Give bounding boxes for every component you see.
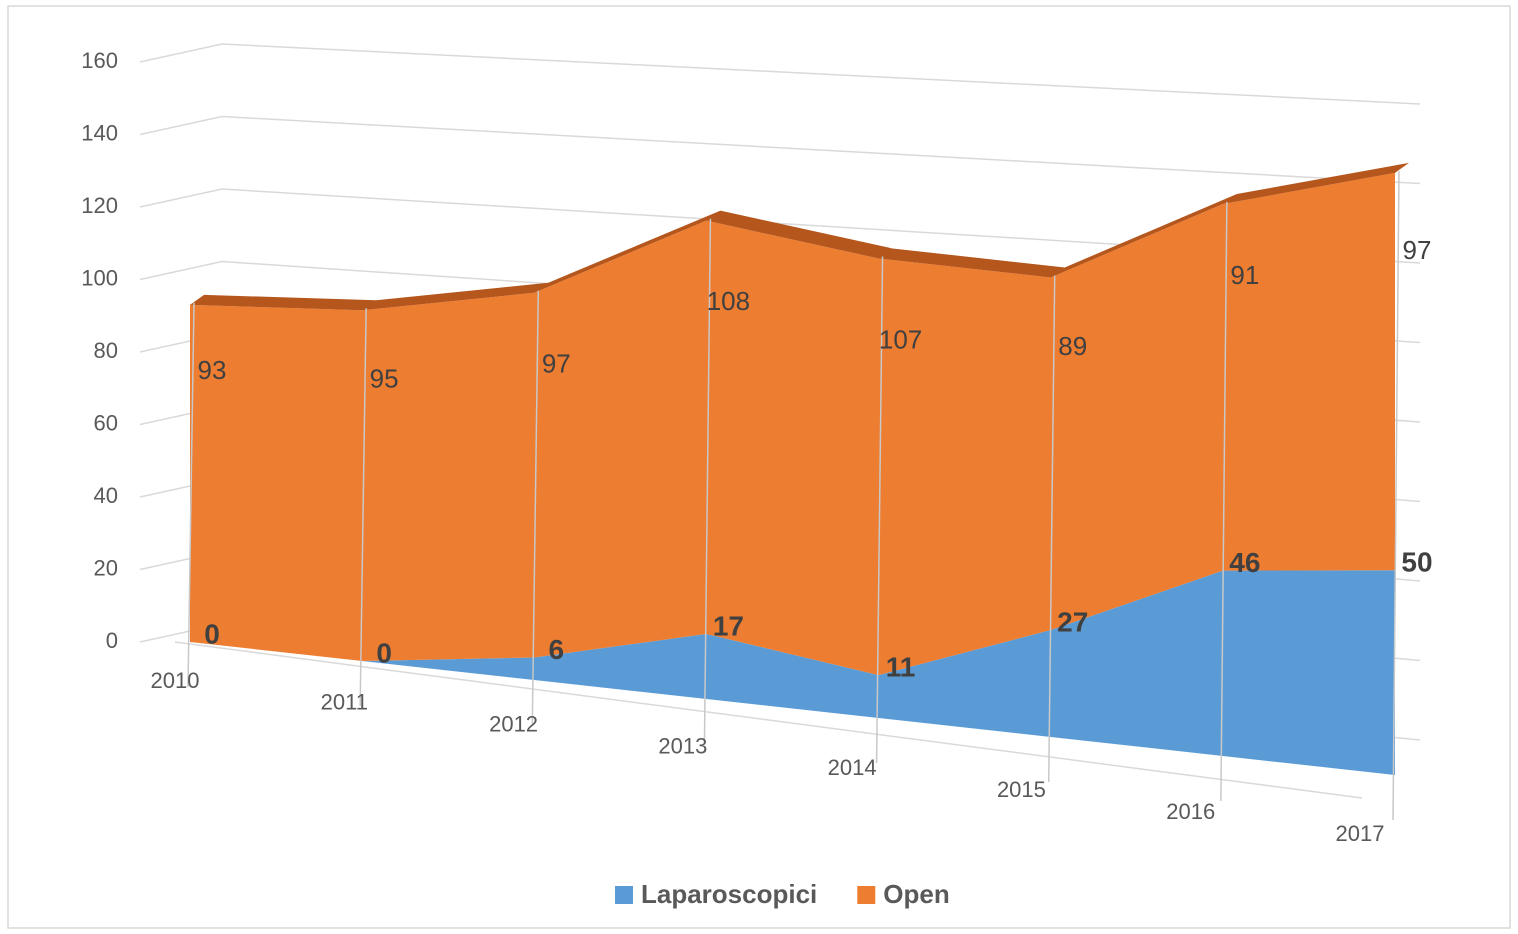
data-label: 91 <box>1230 260 1259 290</box>
drop-line <box>187 302 195 688</box>
x-tick-label: 2014 <box>828 755 877 780</box>
y-tick-label: 80 <box>94 338 118 363</box>
y-tick-label: 160 <box>81 48 118 73</box>
data-label: 50 <box>1401 547 1432 578</box>
data-label: 0 <box>376 637 392 668</box>
legend-label: Laparoscopici <box>641 879 817 909</box>
y-tick-label: 40 <box>94 483 118 508</box>
data-label: 89 <box>1058 331 1087 361</box>
data-label: 97 <box>1403 235 1432 265</box>
drop-line <box>531 290 540 726</box>
x-tick-label: 2015 <box>997 777 1046 802</box>
drop-line <box>1047 275 1056 783</box>
x-tick-label: 2011 <box>321 690 368 715</box>
legend-label: Open <box>883 879 949 909</box>
y-tick-label: 0 <box>106 628 118 653</box>
drop-line <box>875 256 884 764</box>
data-label: 93 <box>198 355 227 385</box>
x-tick-label: 2010 <box>151 668 200 693</box>
x-tick-label: 2013 <box>658 733 707 758</box>
y-tick-label: 20 <box>94 555 118 580</box>
data-label: 97 <box>542 349 571 379</box>
x-tick-label: 2017 <box>1336 821 1385 846</box>
data-label: 107 <box>879 325 922 355</box>
legend-swatch <box>615 886 633 904</box>
grid-line <box>139 188 1421 264</box>
grid-line <box>139 115 1421 185</box>
drop-line <box>1392 170 1400 821</box>
area-rim <box>190 162 1409 311</box>
y-tick-label: 140 <box>81 120 118 145</box>
drop-line <box>1220 202 1228 802</box>
data-label: 46 <box>1229 547 1260 578</box>
drop-line <box>359 308 367 707</box>
area <box>190 570 1395 775</box>
x-tick-label: 2016 <box>1166 799 1215 824</box>
data-label: 108 <box>707 286 750 316</box>
y-tick-label: 60 <box>94 410 118 435</box>
x-axis-line <box>174 641 1363 799</box>
data-label: 17 <box>713 610 744 641</box>
data-label: 95 <box>370 363 399 393</box>
data-label: 6 <box>548 634 564 665</box>
legend-swatch <box>857 886 876 904</box>
x-tick-label: 2012 <box>489 712 538 737</box>
grid-line <box>139 43 1421 105</box>
drop-line <box>703 218 712 745</box>
area <box>190 172 1395 676</box>
y-tick-label: 120 <box>81 193 118 218</box>
data-label: 11 <box>886 652 916 683</box>
data-label: 27 <box>1057 606 1088 637</box>
data-label: 0 <box>204 618 220 649</box>
y-tick-label: 100 <box>81 265 118 290</box>
